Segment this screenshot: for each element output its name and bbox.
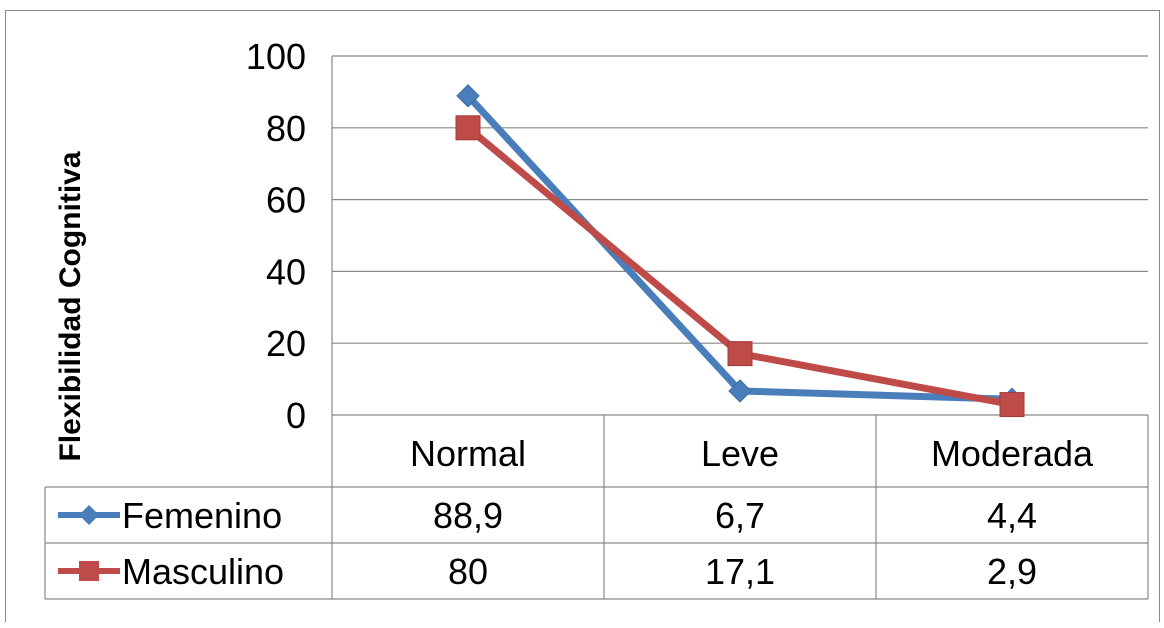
table-value-masculino-normal: 80 xyxy=(448,551,488,592)
table-value-femenino-moderada: 4,4 xyxy=(987,495,1037,536)
table-value-masculino-leve: 17,1 xyxy=(705,551,775,592)
table-value-femenino-normal: 88,9 xyxy=(433,495,503,536)
y-axis-title: Flexibilidad Cognitiva xyxy=(54,151,87,461)
data-point-masculino-normal xyxy=(455,115,481,141)
legend-marker-masculino xyxy=(79,561,99,581)
y-tick-label-80: 80 xyxy=(266,108,306,149)
legend-label-masculino: Masculino xyxy=(122,551,284,592)
data-point-masculino-leve xyxy=(727,341,753,367)
y-tick-label-60: 60 xyxy=(266,180,306,221)
data-point-femenino-normal xyxy=(456,84,480,108)
y-tick-label-20: 20 xyxy=(266,323,306,364)
y-tick-label-40: 40 xyxy=(266,251,306,292)
data-point-femenino-leve xyxy=(728,379,752,403)
y-tick-label-0: 0 xyxy=(286,395,306,436)
legend-marker-femenino xyxy=(79,505,99,525)
legend-label-femenino: Femenino xyxy=(122,495,282,536)
y-tick-label-100: 100 xyxy=(246,36,306,77)
data-point-masculino-moderada xyxy=(999,392,1025,418)
category-label-leve: Leve xyxy=(701,433,779,474)
chart-frame xyxy=(5,10,1160,622)
category-label-moderada: Moderada xyxy=(931,433,1094,474)
table-value-femenino-leve: 6,7 xyxy=(715,495,765,536)
category-label-normal: Normal xyxy=(410,433,526,474)
table-value-masculino-moderada: 2,9 xyxy=(987,551,1037,592)
